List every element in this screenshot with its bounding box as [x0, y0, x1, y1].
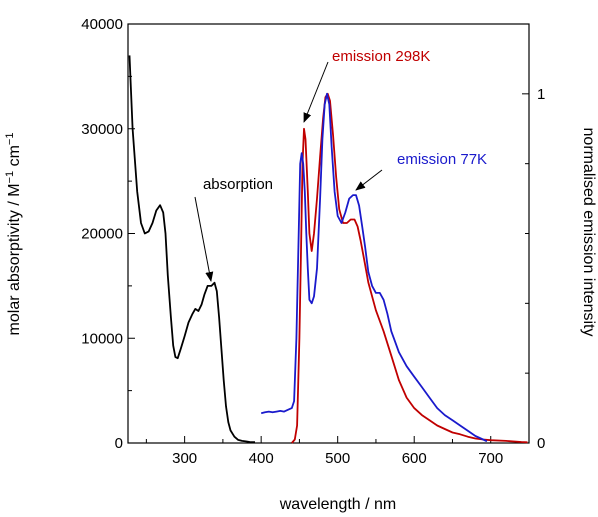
y-left-tick-label-10000: 10000	[81, 330, 123, 347]
series-lines	[130, 55, 528, 443]
annotation-absorption-arrow	[195, 197, 211, 281]
y-left-tick-label-0: 0	[115, 435, 123, 452]
y-axis-left-ticks: 0 10000 20000 30000 40000	[81, 16, 135, 452]
annotation-absorption: absorption	[195, 176, 273, 281]
y-right-tick-label-1: 1	[537, 86, 545, 103]
y-left-tick-label-30000: 30000	[81, 121, 123, 138]
annotation-absorption-label: absorption	[203, 176, 273, 193]
y-right-tick-label-0: 0	[537, 435, 545, 452]
y-left-title-exp2: −1	[4, 133, 16, 146]
series-line-emission-298k	[292, 94, 528, 443]
x-tick-label-700: 700	[478, 450, 503, 467]
x-tick-label-300: 300	[172, 450, 197, 467]
y-left-tick-label-40000: 40000	[81, 16, 123, 33]
annotation-emission-77k: emission 77K	[356, 151, 487, 190]
y-left-title-exp1: −1	[4, 171, 16, 184]
y-left-tick-label-20000: 20000	[81, 226, 123, 243]
y-left-title-mid: cm	[6, 145, 23, 171]
x-axis-ticks: 300 400 500 600 700	[146, 436, 529, 467]
plot-frame	[128, 24, 529, 443]
y-left-title-main: molar absorptivity / M	[6, 183, 23, 335]
annotation-emission-77k-arrow	[356, 170, 382, 190]
y-axis-right-title: normalised emission intensity	[580, 128, 597, 337]
y-axis-right-ticks: 01	[522, 24, 545, 452]
annotation-emission-77k-label: emission 77K	[397, 151, 487, 168]
x-tick-label-500: 500	[325, 450, 350, 467]
x-axis-title: wavelength / nm	[279, 496, 397, 513]
y-axis-left-title: molar absorptivity / M−1 cm−1	[4, 133, 23, 336]
x-tick-label-400: 400	[249, 450, 274, 467]
x-tick-label-600: 600	[402, 450, 427, 467]
series-line-absorption	[130, 55, 256, 442]
annotation-emission-298k-label: emission 298K	[332, 48, 430, 65]
series-line-emission-77k	[261, 94, 487, 442]
annotation-emission-298k: emission 298K	[304, 48, 430, 122]
